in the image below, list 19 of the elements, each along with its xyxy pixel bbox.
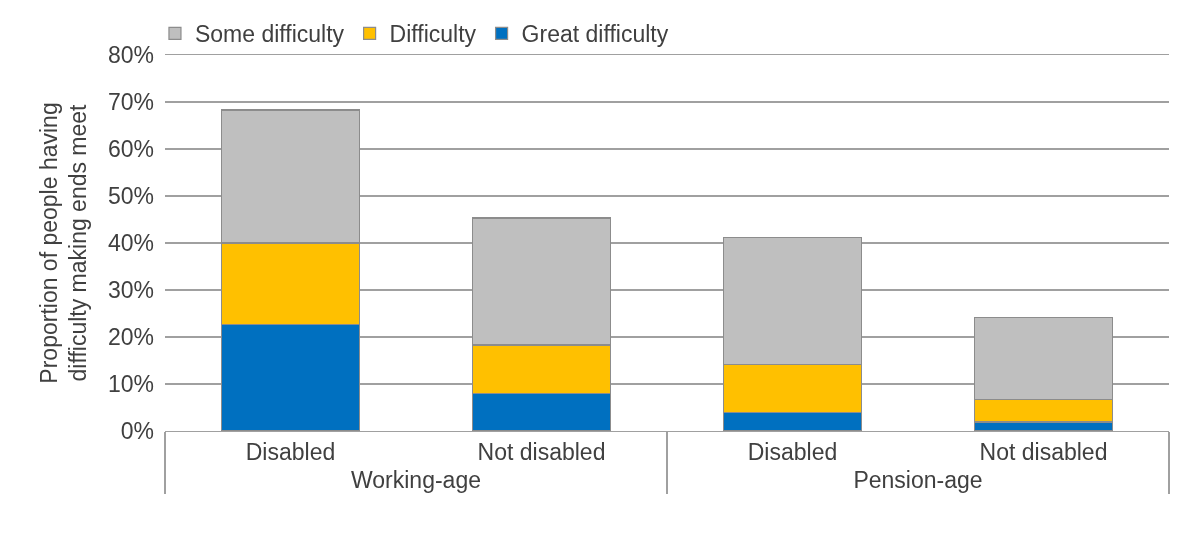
legend-label: Some difficulty xyxy=(194,21,345,48)
y-tick-label: 60% xyxy=(107,136,154,163)
y-tick-label: 80% xyxy=(107,42,154,69)
legend-label: Great difficulty xyxy=(521,21,669,48)
y-tick-label: 20% xyxy=(107,324,154,351)
text: Pension-age xyxy=(853,466,983,493)
y-tick-label: 30% xyxy=(107,277,154,304)
text: Working-age xyxy=(351,466,481,493)
y-tick-label: 40% xyxy=(107,230,154,257)
y-tick-label: 70% xyxy=(107,89,154,116)
y-tick-label: 50% xyxy=(107,183,154,210)
x-tick-label: Disabled xyxy=(245,438,336,465)
y-axis-title: Proportion of people having difficulty making ends meet xyxy=(35,102,92,384)
x-tick-label: Not disabled xyxy=(979,438,1108,465)
x-tick-label: Not disabled xyxy=(477,438,606,465)
x-tick-label: Disabled xyxy=(747,438,838,465)
legend-label: Difficulty xyxy=(389,21,477,48)
y-tick-label: 0% xyxy=(120,418,154,445)
y-tick-label: 10% xyxy=(107,371,154,398)
